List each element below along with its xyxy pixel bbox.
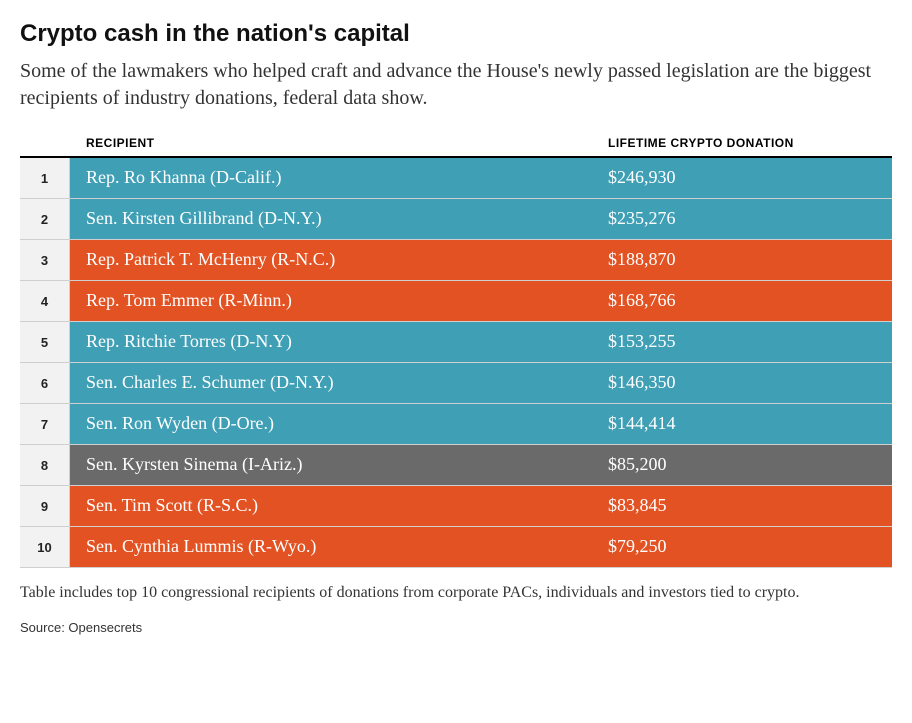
- donation-cell: $168,766: [592, 281, 892, 321]
- rank-cell: 1: [20, 158, 70, 198]
- recipient-cell: Sen. Kyrsten Sinema (I-Ariz.): [70, 445, 592, 485]
- colored-cell: Rep. Ro Khanna (D-Calif.)$246,930: [70, 158, 892, 198]
- table-row: 9Sen. Tim Scott (R-S.C.)$83,845: [20, 486, 892, 527]
- rank-cell: 2: [20, 199, 70, 239]
- rank-cell: 5: [20, 322, 70, 362]
- table-header-row: RECIPIENT LIFETIME CRYPTO DONATION: [20, 136, 892, 158]
- donation-cell: $85,200: [592, 445, 892, 485]
- table-row: 4Rep. Tom Emmer (R-Minn.)$168,766: [20, 281, 892, 322]
- colored-cell: Rep. Patrick T. McHenry (R-N.C.)$188,870: [70, 240, 892, 280]
- donation-cell: $235,276: [592, 199, 892, 239]
- colored-cell: Sen. Tim Scott (R-S.C.)$83,845: [70, 486, 892, 526]
- donation-cell: $146,350: [592, 363, 892, 403]
- recipient-cell: Sen. Cynthia Lummis (R-Wyo.): [70, 527, 592, 567]
- chart-title: Crypto cash in the nation's capital: [20, 20, 892, 48]
- rank-cell: 6: [20, 363, 70, 403]
- recipient-cell: Sen. Ron Wyden (D-Ore.): [70, 404, 592, 444]
- table-row: 5Rep. Ritchie Torres (D-N.Y)$153,255: [20, 322, 892, 363]
- colored-cell: Sen. Ron Wyden (D-Ore.)$144,414: [70, 404, 892, 444]
- donation-cell: $153,255: [592, 322, 892, 362]
- recipient-cell: Sen. Kirsten Gillibrand (D-N.Y.): [70, 199, 592, 239]
- chart-container: Crypto cash in the nation's capital Some…: [20, 20, 892, 635]
- colored-cell: Sen. Kirsten Gillibrand (D-N.Y.)$235,276: [70, 199, 892, 239]
- rank-cell: 3: [20, 240, 70, 280]
- rank-cell: 7: [20, 404, 70, 444]
- colored-cell: Rep. Tom Emmer (R-Minn.)$168,766: [70, 281, 892, 321]
- donation-cell: $83,845: [592, 486, 892, 526]
- table-footnote: Table includes top 10 congressional reci…: [20, 582, 892, 604]
- recipient-cell: Rep. Patrick T. McHenry (R-N.C.): [70, 240, 592, 280]
- table-row: 6Sen. Charles E. Schumer (D-N.Y.)$146,35…: [20, 363, 892, 404]
- source-line: Source: Opensecrets: [20, 620, 892, 635]
- rank-cell: 4: [20, 281, 70, 321]
- chart-subtitle: Some of the lawmakers who helped craft a…: [20, 58, 892, 112]
- donation-cell: $188,870: [592, 240, 892, 280]
- table-row: 8Sen. Kyrsten Sinema (I-Ariz.)$85,200: [20, 445, 892, 486]
- table-row: 3Rep. Patrick T. McHenry (R-N.C.)$188,87…: [20, 240, 892, 281]
- colored-cell: Sen. Charles E. Schumer (D-N.Y.)$146,350: [70, 363, 892, 403]
- table-row: 1Rep. Ro Khanna (D-Calif.)$246,930: [20, 158, 892, 199]
- rank-cell: 10: [20, 527, 70, 567]
- recipient-cell: Sen. Charles E. Schumer (D-N.Y.): [70, 363, 592, 403]
- recipient-cell: Rep. Tom Emmer (R-Minn.): [70, 281, 592, 321]
- colored-cell: Sen. Cynthia Lummis (R-Wyo.)$79,250: [70, 527, 892, 567]
- donation-cell: $246,930: [592, 158, 892, 198]
- table-body: 1Rep. Ro Khanna (D-Calif.)$246,9302Sen. …: [20, 158, 892, 568]
- rank-cell: 9: [20, 486, 70, 526]
- donation-header: LIFETIME CRYPTO DONATION: [592, 136, 892, 150]
- colored-cell: Sen. Kyrsten Sinema (I-Ariz.)$85,200: [70, 445, 892, 485]
- recipient-header: RECIPIENT: [70, 136, 592, 150]
- recipient-cell: Rep. Ro Khanna (D-Calif.): [70, 158, 592, 198]
- table-row: 2Sen. Kirsten Gillibrand (D-N.Y.)$235,27…: [20, 199, 892, 240]
- donation-cell: $144,414: [592, 404, 892, 444]
- table-row: 7Sen. Ron Wyden (D-Ore.)$144,414: [20, 404, 892, 445]
- recipient-cell: Rep. Ritchie Torres (D-N.Y): [70, 322, 592, 362]
- donation-table: RECIPIENT LIFETIME CRYPTO DONATION 1Rep.…: [20, 136, 892, 568]
- rank-cell: 8: [20, 445, 70, 485]
- table-row: 10Sen. Cynthia Lummis (R-Wyo.)$79,250: [20, 527, 892, 568]
- donation-cell: $79,250: [592, 527, 892, 567]
- recipient-cell: Sen. Tim Scott (R-S.C.): [70, 486, 592, 526]
- colored-cell: Rep. Ritchie Torres (D-N.Y)$153,255: [70, 322, 892, 362]
